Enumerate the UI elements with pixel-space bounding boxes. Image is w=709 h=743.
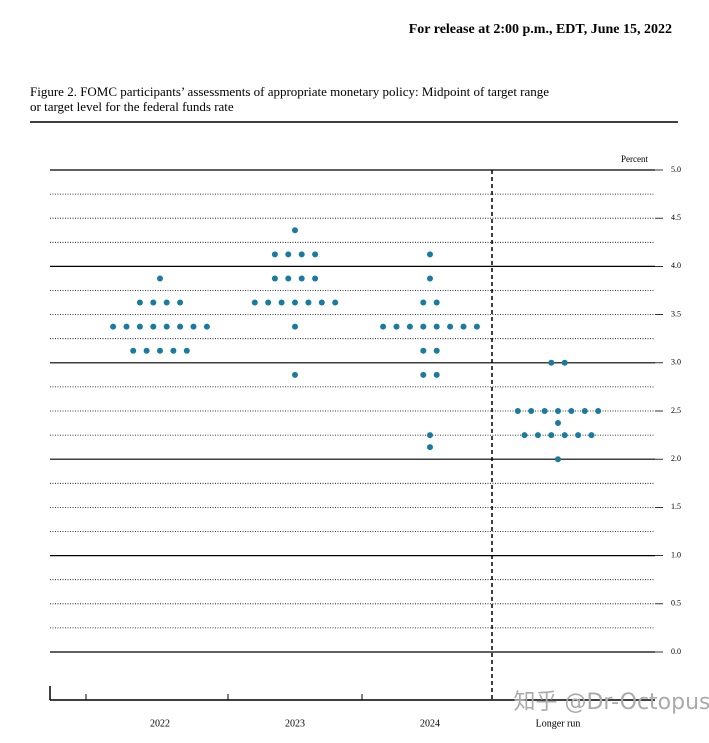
dot (433, 323, 440, 330)
dot (265, 299, 272, 306)
y-tick-label: 0.5 (671, 599, 681, 608)
dot (157, 275, 163, 282)
dot (521, 432, 528, 439)
dot (163, 299, 170, 306)
dot (177, 299, 184, 306)
dot (163, 323, 170, 330)
dot (548, 359, 555, 366)
x-tick-label: Longer run (536, 718, 581, 729)
dot (190, 323, 197, 330)
dot (581, 408, 588, 414)
dot (332, 299, 339, 306)
dot (534, 432, 541, 439)
x-tick-label: 2023 (285, 718, 305, 729)
dot (312, 275, 319, 282)
dot (555, 420, 561, 427)
figure-title: or target level for the federal funds ra… (30, 99, 234, 114)
y-tick-label: 3.5 (671, 309, 681, 318)
dot (528, 408, 535, 414)
figure-title: Figure 2. FOMC participants’ assessments… (30, 84, 549, 99)
release-header: For release at 2:00 p.m., EDT, June 15, … (409, 22, 672, 37)
dot (561, 432, 568, 439)
dot (393, 323, 400, 330)
dot (555, 408, 561, 414)
dot (473, 323, 480, 330)
dot (568, 408, 575, 414)
dot (427, 251, 433, 258)
y-tick-label: 1.0 (671, 550, 681, 559)
dot (433, 371, 440, 378)
dot (433, 299, 440, 306)
dot (588, 432, 595, 439)
y-axis-label: Percent (621, 154, 648, 164)
dot (292, 299, 298, 306)
y-tick-label: 1.5 (671, 502, 681, 511)
dot (170, 347, 177, 354)
y-tick-label: 5.0 (671, 165, 681, 174)
dot (203, 323, 210, 330)
dot (251, 299, 258, 306)
y-tick-label: 3.0 (671, 358, 681, 367)
dot (157, 347, 163, 354)
dot (150, 323, 157, 330)
dot (183, 347, 190, 354)
dot (271, 251, 278, 258)
dot (460, 323, 467, 330)
dot (427, 432, 433, 439)
dot (292, 227, 298, 234)
dot (271, 275, 278, 282)
dot (136, 299, 143, 306)
dot (136, 323, 143, 330)
dot (420, 299, 427, 306)
y-tick-label: 4.0 (671, 261, 681, 270)
dot (575, 432, 582, 439)
dot (595, 408, 602, 414)
dot (292, 323, 298, 330)
dot (548, 432, 555, 439)
watermark: 知乎 @Dr-Octopus (514, 690, 709, 715)
dot (298, 251, 305, 258)
dot (433, 347, 440, 354)
dot (123, 323, 130, 330)
dot (380, 323, 387, 330)
dot (305, 299, 312, 306)
dot (420, 347, 427, 354)
dot (420, 323, 427, 330)
dot (130, 347, 137, 354)
dot (285, 275, 292, 282)
dot (420, 371, 427, 378)
dot (278, 299, 285, 306)
dot (177, 323, 184, 330)
dot (285, 251, 292, 258)
dot (312, 251, 319, 258)
x-tick-label: 2024 (420, 718, 440, 729)
y-tick-label: 4.5 (671, 213, 681, 222)
dot (447, 323, 454, 330)
dot (143, 347, 150, 354)
y-tick-label: 2.0 (671, 454, 681, 463)
dot (292, 371, 298, 378)
dot (150, 299, 157, 306)
y-tick-label: 2.5 (671, 406, 681, 415)
y-tick-label: 0.0 (671, 647, 681, 656)
dot (555, 456, 561, 463)
dot (318, 299, 325, 306)
dot (406, 323, 413, 330)
x-tick-label: 2022 (150, 718, 170, 729)
dot (541, 408, 548, 414)
dot (427, 275, 433, 282)
dot (427, 444, 433, 451)
dot (110, 323, 117, 330)
dot (561, 359, 568, 366)
dot (298, 275, 305, 282)
dot (514, 408, 521, 414)
